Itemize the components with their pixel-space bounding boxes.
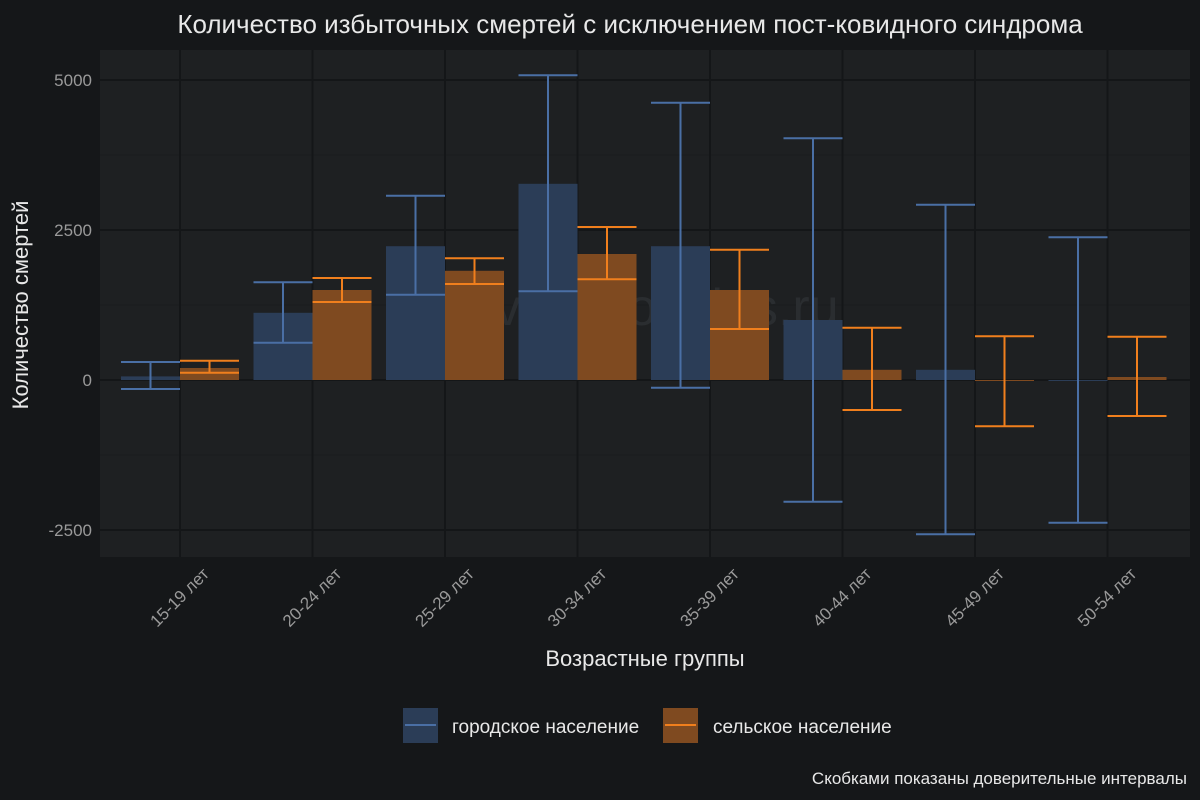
bar bbox=[180, 368, 239, 380]
x-tick-label: 45-49 лет bbox=[941, 564, 1007, 630]
x-tick-label: 50-54 лет bbox=[1074, 564, 1140, 630]
legend: городское население сельское население bbox=[403, 708, 892, 743]
watermark: InvestCookies.ru bbox=[451, 279, 838, 337]
x-tick-label: 15-19 лет bbox=[146, 564, 212, 630]
legend-label-rural: сельское население bbox=[713, 717, 892, 738]
y-axis-label: Количество смертей bbox=[8, 201, 33, 410]
x-axis-label: Возрастные группы bbox=[545, 646, 744, 671]
legend-label-urban: городское население bbox=[452, 717, 639, 738]
bar bbox=[445, 270, 504, 380]
bar bbox=[312, 290, 372, 380]
x-tick-label: 30-34 лет bbox=[544, 564, 610, 630]
plot-background bbox=[100, 50, 1190, 557]
x-tick-label: 40-44 лет bbox=[809, 564, 875, 630]
y-tick-label: 0 bbox=[83, 371, 92, 390]
caption: Скобками показаны доверительные интервал… bbox=[812, 769, 1187, 788]
y-tick-label: -2500 bbox=[49, 521, 92, 540]
chart-title: Количество избыточных смертей с исключен… bbox=[177, 9, 1083, 39]
y-tick-label: 2500 bbox=[54, 221, 92, 240]
x-tick-label: 35-39 лет bbox=[676, 564, 742, 630]
x-tick-label: 20-24 лет bbox=[279, 564, 345, 630]
y-tick-label: 5000 bbox=[54, 71, 92, 90]
x-tick-label: 25-29 лет bbox=[411, 564, 477, 630]
